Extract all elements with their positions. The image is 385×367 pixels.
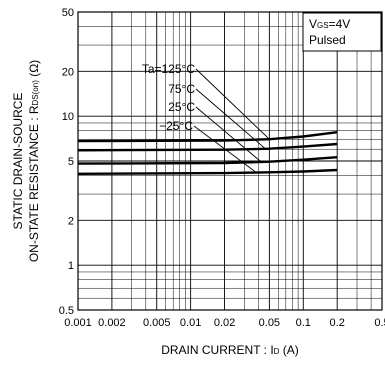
series-labels: Ta=125°C 75°C 25°C −25°C: [142, 62, 196, 133]
y-tick-label: 50: [62, 7, 74, 19]
series-leader-line: [195, 106, 262, 162]
plot-frame: [77, 11, 383, 311]
x-axis-label-subscript: D: [274, 347, 280, 356]
x-axis-label: DRAIN CURRENT : ID (A): [161, 343, 299, 357]
series-leader-line: [195, 88, 266, 150]
y-axis-label-unit: (Ω): [27, 60, 41, 80]
series-line: [77, 156, 338, 165]
y-axis-label-line1: STATIC DRAIN-SOURCE: [11, 93, 25, 230]
series-label: Ta=125°C: [142, 62, 196, 76]
y-tick-label: 5: [68, 156, 74, 168]
series-leader-line: [195, 68, 270, 140]
y-tick-label: 20: [62, 66, 74, 78]
y-tick-labels: 0.5 1 2 5 10 20 50: [59, 7, 74, 317]
series-label: −25°C: [159, 119, 193, 133]
series-label: 75°C: [168, 82, 195, 96]
y-tick-label: 0.5: [59, 305, 74, 317]
series-line: [77, 142, 338, 152]
x-tick-label: 0.01: [180, 317, 201, 329]
vgs-value: =4V: [329, 17, 351, 31]
x-tick-label: 0.5: [374, 317, 385, 329]
condition-pulsed-text: Pulsed: [309, 33, 346, 47]
x-tick-label: 0.005: [143, 317, 171, 329]
y-tick-label: 2: [68, 215, 74, 227]
vgs-symbol: V: [309, 17, 317, 31]
x-tick-labels: 0.001 0.002 0.005 0.01 0.02 0.05 0.1 0.2 0.5: [64, 317, 385, 329]
series-lines: [77, 131, 338, 175]
vgs-subscript: GS: [317, 21, 329, 30]
x-tick-label: 0.2: [330, 317, 345, 329]
x-tick-label: 0.05: [259, 317, 280, 329]
x-tick-label: 0.1: [296, 317, 311, 329]
series-leader-line: [193, 125, 257, 173]
x-tick-label: 0.001: [64, 317, 92, 329]
y-axis-label-line1-text: STATIC DRAIN-SOURCE: [11, 93, 25, 230]
y-tick-label: 1: [68, 260, 74, 272]
series-line: [77, 168, 338, 175]
y-axis-label-line2-main: ON-STATE RESISTANCE : R: [27, 105, 41, 262]
condition-box: VGS=4V Pulsed: [302, 12, 382, 52]
series-label: 25°C: [168, 100, 195, 114]
x-axis-label-main: DRAIN CURRENT : I: [161, 343, 273, 357]
y-axis-label-line2: ON-STATE RESISTANCE : RDS(on) (Ω): [27, 60, 41, 262]
condition-vgs-text: VGS=4V: [309, 17, 350, 31]
y-tick-label: 10: [62, 111, 74, 123]
series-leader-lines: [193, 68, 270, 173]
x-tick-label: 0.002: [98, 317, 126, 329]
x-axis-label-unit: (A): [279, 343, 298, 357]
series-line: [77, 131, 338, 143]
major-gridlines: [77, 11, 383, 311]
condition-box-frame: [302, 12, 382, 52]
x-tick-label: 0.02: [214, 317, 235, 329]
y-axis-label-subscript: DS(on): [31, 80, 40, 106]
